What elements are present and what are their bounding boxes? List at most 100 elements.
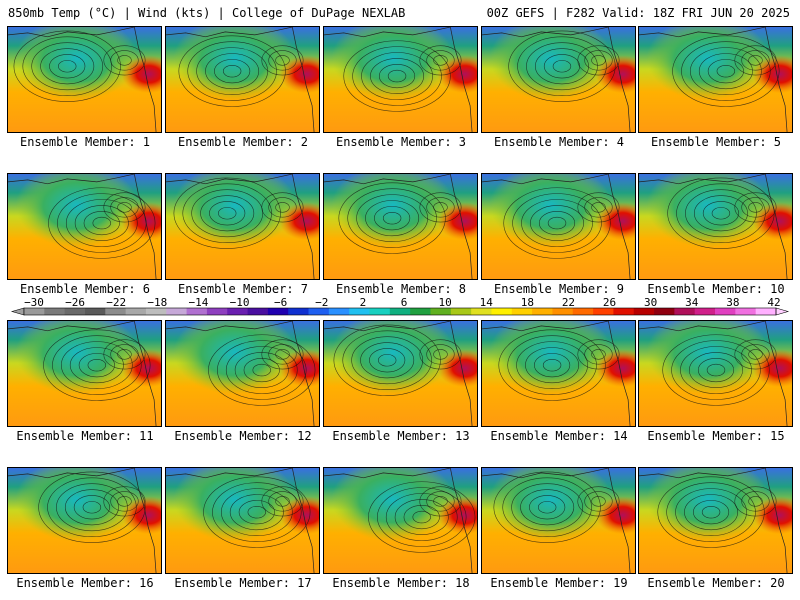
ensemble-member-map	[638, 320, 793, 427]
colorbar-tick-label: 34	[685, 296, 699, 309]
ensemble-member-caption: Ensemble Member: 3	[335, 135, 467, 149]
ensemble-member-caption: Ensemble Member: 15	[647, 429, 785, 443]
colorbar-tick-label: 10	[438, 296, 451, 309]
colorbar-tick-label: −2	[315, 296, 328, 309]
ensemble-member-map	[638, 26, 793, 133]
colorbar-swatch	[288, 308, 309, 315]
ensemble-member-caption: Ensemble Member: 7	[177, 282, 309, 296]
ensemble-member-caption: Ensemble Member: 20	[647, 576, 785, 590]
colorbar-tick-label: 30	[644, 296, 657, 309]
colorbar-swatch	[24, 308, 45, 315]
ensemble-member-caption: Ensemble Member: 9	[493, 282, 625, 296]
colorbar-tick-label: −26	[65, 296, 85, 309]
colorbar-swatch	[755, 308, 777, 315]
colorbar-swatch	[369, 308, 391, 315]
colorbar-swatch	[44, 308, 66, 315]
ensemble-member-map	[165, 467, 320, 574]
colorbar-swatch	[735, 308, 757, 315]
ensemble-member-map	[481, 26, 636, 133]
ensemble-member-map	[165, 26, 320, 133]
ensemble-member-map	[165, 173, 320, 280]
colorbar-tick-label: 6	[401, 296, 408, 309]
colorbar-tick-label: 18	[521, 296, 534, 309]
valid-time: 00Z GEFS | F282 Valid: 18Z FRI JUN 20 20…	[486, 6, 790, 20]
ensemble-member-map	[481, 467, 636, 574]
colorbar-swatch	[430, 308, 452, 315]
colorbar-swatch	[674, 308, 696, 315]
colorbar-tick-label: 14	[480, 296, 494, 309]
ensemble-member-caption: Ensemble Member: 17	[174, 576, 312, 590]
colorbar-swatch	[145, 308, 167, 315]
ensemble-member-caption: Ensemble Member: 10	[647, 282, 785, 296]
colorbar-swatch	[308, 308, 330, 315]
colorbar-tick-label: −18	[147, 296, 167, 309]
colorbar-swatch	[247, 308, 269, 315]
ensemble-member-caption: Ensemble Member: 2	[177, 135, 309, 149]
colorbar-swatch	[84, 308, 106, 315]
colorbar-swatch	[633, 308, 655, 315]
colorbar-swatch	[125, 308, 147, 315]
ensemble-member-map	[481, 173, 636, 280]
ensemble-member-map	[323, 26, 478, 133]
colorbar-swatch	[471, 308, 492, 315]
colorbar-swatch	[64, 308, 86, 315]
colorbar-swatch	[450, 308, 472, 315]
ensemble-member-map	[638, 467, 793, 574]
colorbar-tick-label: 38	[726, 296, 739, 309]
colorbar-swatch	[593, 308, 614, 315]
colorbar-swatch	[491, 308, 513, 315]
colorbar-right-arrow	[775, 307, 790, 316]
colorbar-tick-label: −22	[106, 296, 126, 309]
ensemble-member-map	[7, 467, 162, 574]
colorbar-left-arrow	[10, 307, 25, 316]
colorbar-tick-label: 2	[360, 296, 367, 309]
ensemble-member-map	[323, 173, 478, 280]
colorbar-tick-label: −14	[189, 296, 209, 309]
ensemble-member-map	[7, 26, 162, 133]
ensemble-member-map	[7, 173, 162, 280]
ensemble-member-caption: Ensemble Member: 11	[16, 429, 154, 443]
colorbar-swatch	[349, 308, 370, 315]
temperature-colorbar: −30 −26 −22 −18 −14 −10 −6 −2 2 6 10 14 18 22 26 30 34 38…	[10, 296, 790, 316]
colorbar-swatch	[511, 308, 533, 315]
colorbar-tick-label: −10	[230, 296, 250, 309]
colorbar-tick-label: 42	[767, 296, 780, 309]
colorbar-swatch	[267, 308, 289, 315]
ensemble-member-caption: Ensemble Member: 4	[493, 135, 625, 149]
ensemble-member-map	[638, 173, 793, 280]
ensemble-member-caption: Ensemble Member: 6	[19, 282, 151, 296]
chart-title: 850mb Temp (°C) | Wind (kts) | College o…	[8, 6, 406, 20]
colorbar-swatch	[105, 308, 127, 315]
colorbar-swatch	[166, 308, 187, 315]
colorbar-swatch	[389, 308, 411, 315]
ensemble-member-map	[481, 320, 636, 427]
ensemble-member-map	[7, 320, 162, 427]
colorbar-tick-label: −6	[274, 296, 287, 309]
ensemble-member-caption: Ensemble Member: 19	[490, 576, 628, 590]
ensemble-member-caption: Ensemble Member: 18	[332, 576, 470, 590]
ensemble-member-caption: Ensemble Member: 1	[19, 135, 151, 149]
ensemble-member-caption: Ensemble Member: 13	[332, 429, 470, 443]
colorbar-tick-label: 22	[562, 296, 575, 309]
colorbar-swatch	[654, 308, 675, 315]
colorbar-swatch	[410, 308, 431, 315]
ensemble-member-caption: Ensemble Member: 5	[650, 135, 782, 149]
colorbar-swatch	[613, 308, 635, 315]
ensemble-member-caption: Ensemble Member: 14	[490, 429, 628, 443]
ensemble-member-map	[165, 320, 320, 427]
colorbar-tick-label: −30	[24, 296, 44, 309]
colorbar-swatch	[186, 308, 208, 315]
ensemble-member-map	[323, 320, 478, 427]
colorbar-swatch	[532, 308, 553, 315]
ensemble-member-map	[323, 467, 478, 574]
ensemble-member-caption: Ensemble Member: 12	[174, 429, 312, 443]
ensemble-member-caption: Ensemble Member: 8	[335, 282, 467, 296]
colorbar-swatch	[552, 308, 574, 315]
colorbar-swatch	[572, 308, 594, 315]
colorbar-swatch	[206, 308, 228, 315]
colorbar-tick-label: 26	[603, 296, 616, 309]
colorbar-swatch	[694, 308, 716, 315]
ensemble-member-caption: Ensemble Member: 16	[16, 576, 154, 590]
colorbar-swatch	[715, 308, 736, 315]
colorbar-swatch	[328, 308, 350, 315]
